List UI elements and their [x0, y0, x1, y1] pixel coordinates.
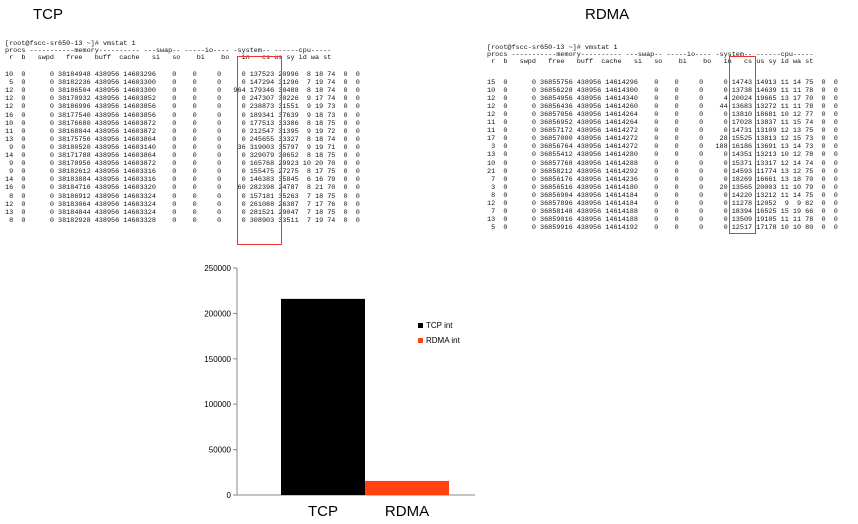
bar: [281, 298, 365, 495]
terminal-line: 21 0 0 36858212 438956 14614292 0 0 0 0 …: [487, 167, 838, 176]
terminal-line: 9 0 0 38180520 438956 14603140 0 0 0 36 …: [5, 143, 360, 152]
terminal-line: r b swpd free buff cache si so bi bo in …: [5, 54, 332, 62]
terminal-line: 13 0 0 36859016 438956 14614188 0 0 0 0 …: [487, 215, 838, 224]
y-tick-label: 100000: [204, 400, 231, 409]
terminal-line: 16 0 0 38184716 438956 14603320 0 0 0 60…: [5, 184, 360, 193]
legend-label: RDMA int: [426, 336, 461, 345]
terminal-line: 13 0 0 38184844 438956 14603324 0 0 0 0 …: [5, 208, 360, 217]
terminal-line: 11 0 0 36857172 438956 14614272 0 0 0 0 …: [487, 127, 838, 136]
y-tick-label: 250000: [204, 264, 231, 273]
terminal-line: 9 0 0 38182612 438956 14603316 0 0 0 0 1…: [5, 168, 360, 177]
terminal-line: 7 0 0 36856176 438956 14614236 0 0 0 0 1…: [487, 175, 838, 184]
terminal-line: 12 0 0 38186504 438956 14603300 0 0 0 96…: [5, 87, 360, 96]
terminal-line: 8 0 0 38182928 438956 14603328 0 0 0 0 3…: [5, 216, 360, 225]
terminal-line: 12 0 0 36854956 438956 14614340 0 0 0 4 …: [487, 95, 838, 104]
terminal-line: 12 0 0 36857056 438956 14614264 0 0 0 0 …: [487, 111, 838, 120]
terminal-line: [root@fscc-sr650-13 ~]# vmstat 1: [5, 40, 136, 48]
terminal-line: 3 0 0 36856516 438956 14614180 0 0 0 20 …: [487, 183, 838, 192]
highlight-box: [729, 56, 756, 234]
terminal-line: 12 0 0 38183064 438956 14603324 0 0 0 0 …: [5, 200, 360, 209]
terminal-line: 13 0 0 36855412 438956 14614280 0 0 0 0 …: [487, 151, 838, 160]
highlight-box: [237, 56, 282, 245]
terminal-line: 10 0 0 38176680 438956 14603872 0 0 0 0 …: [5, 119, 360, 128]
terminal-line: procs -----------memory---------- ---swa…: [487, 51, 814, 59]
terminal-line: 12 0 0 38186996 438956 14603856 0 0 0 0 …: [5, 103, 360, 112]
terminal-line: 10 0 0 38184948 438956 14603296 0 0 0 0 …: [5, 71, 360, 79]
terminal-line: 9 0 0 38170956 438956 14603872 0 0 0 0 1…: [5, 160, 360, 169]
terminal-line: 17 0 0 36857000 438956 14614272 0 0 0 28…: [487, 135, 838, 144]
terminal-line: [root@fscc-sr650-13 ~]# vmstat 1: [487, 44, 618, 52]
terminal-line: 8 0 0 36856904 438956 14614184 0 0 0 0 1…: [487, 191, 838, 200]
terminal-line: 8 0 0 38186912 438956 14603324 0 0 0 0 1…: [5, 192, 360, 201]
x-tick-label: TCP: [308, 503, 338, 520]
terminal-line: 13 0 0 38175756 438956 14603864 0 0 0 0 …: [5, 135, 360, 144]
terminal-line: 12 0 0 36856436 438956 14614260 0 0 0 44…: [487, 103, 838, 112]
terminal-line: 12 0 0 38170932 438956 14603852 0 0 0 0 …: [5, 95, 360, 104]
terminal-line: 5 0 0 38182236 438956 14603300 0 0 0 0 1…: [5, 79, 360, 88]
panel-title: TCP: [33, 6, 63, 23]
terminal-line: 11 0 0 38168844 438956 14603872 0 0 0 0 …: [5, 127, 360, 136]
terminal-line: 3 0 0 36856764 438956 14614272 0 0 0 188…: [487, 143, 838, 152]
legend-swatch: [418, 338, 423, 343]
legend-label: TCP int: [426, 321, 453, 330]
terminal-line: 12 0 0 36857896 438956 14614184 0 0 0 0 …: [487, 199, 838, 208]
x-tick-label: RDMA: [385, 503, 429, 520]
terminal-line: 10 0 0 36856228 438956 14614300 0 0 0 0 …: [487, 87, 838, 96]
terminal-line: 14 0 0 38171788 438956 14603864 0 0 0 0 …: [5, 152, 360, 160]
legend-swatch: [418, 323, 423, 328]
terminal-line: r b swpd free buff cache si so bi bo in …: [487, 58, 814, 66]
terminal-line: 11 0 0 36856952 438956 14614264 0 0 0 0 …: [487, 119, 838, 128]
terminal-line: 5 0 0 36859916 438956 14614192 0 0 0 0 1…: [487, 223, 838, 232]
y-tick-label: 150000: [204, 355, 231, 364]
y-tick-label: 200000: [204, 309, 231, 318]
terminal-line: 10 0 0 36857768 438956 14614288 0 0 0 0 …: [487, 159, 838, 168]
bar: [365, 480, 449, 495]
terminal-line: 16 0 0 38177540 438956 14603856 0 0 0 0 …: [5, 111, 360, 120]
panel-title: RDMA: [585, 6, 630, 23]
terminal-line: procs -----------memory---------- ---swa…: [5, 47, 332, 55]
y-tick-label: 0: [227, 491, 232, 500]
terminal-line: 14 0 0 38183884 438956 14603316 0 0 0 0 …: [5, 176, 360, 185]
y-tick-label: 50000: [209, 446, 232, 455]
terminal-line: 15 0 0 36855756 438956 14614296 0 0 0 0 …: [487, 79, 838, 87]
terminal-line: 7 0 0 36858148 438956 14614188 0 0 0 0 1…: [487, 207, 838, 216]
